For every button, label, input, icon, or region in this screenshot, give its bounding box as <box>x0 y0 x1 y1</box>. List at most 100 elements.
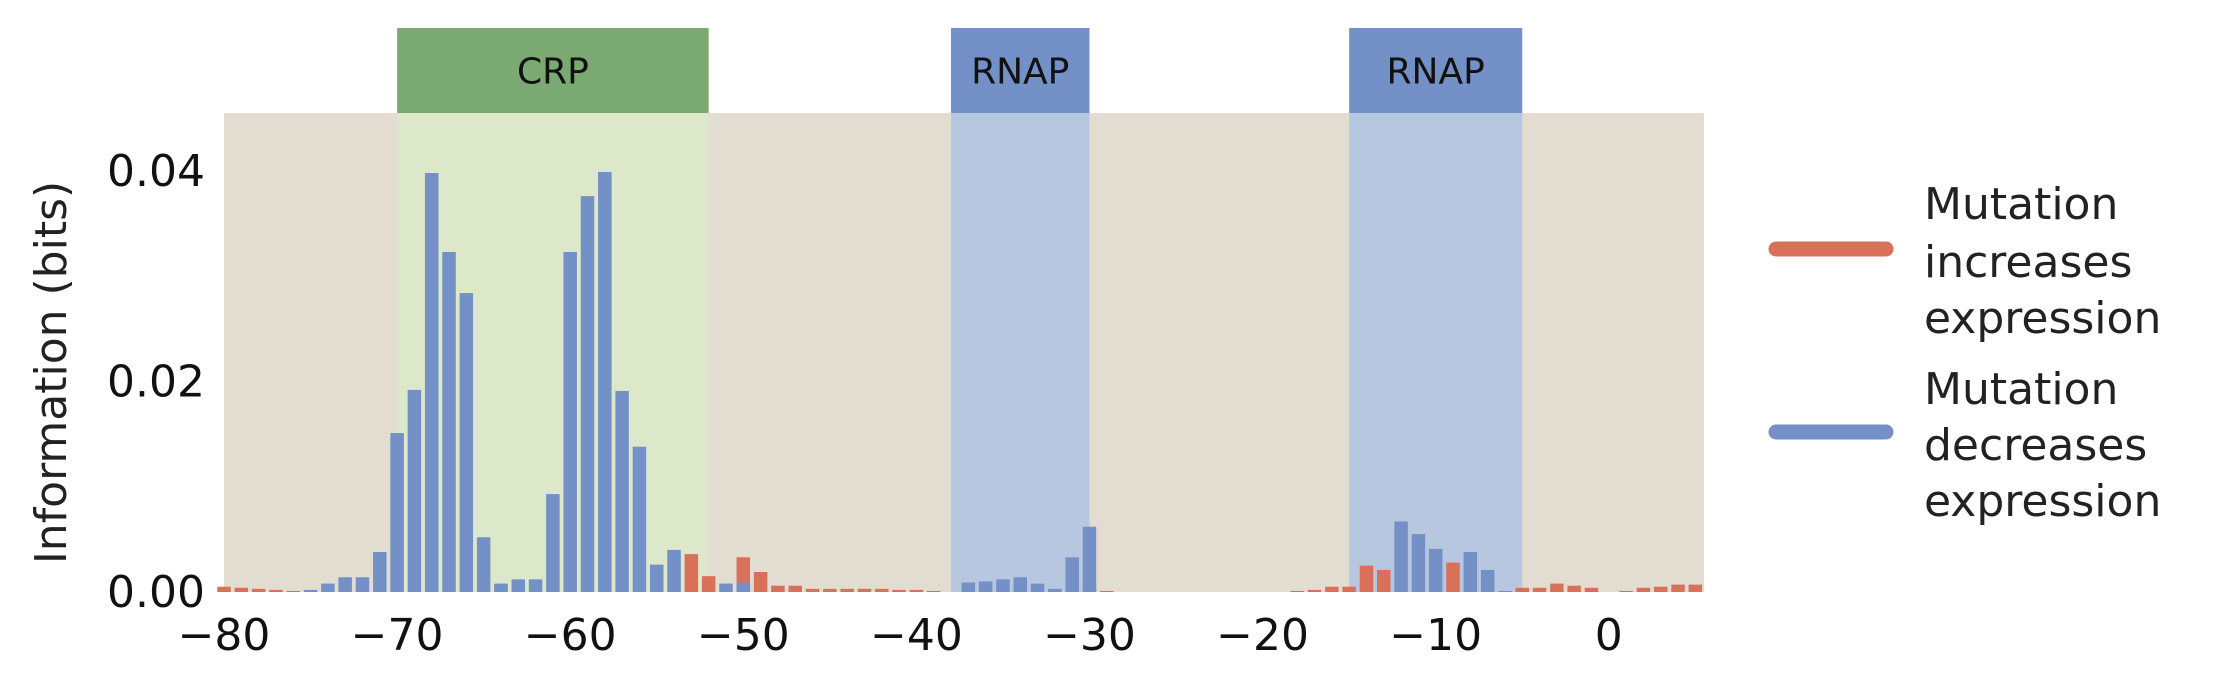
bar-decrease-m70 <box>390 433 404 592</box>
bar-increase-m16 <box>1325 586 1339 592</box>
bar-increase-m46 <box>805 588 820 592</box>
bar-increase-m41 <box>892 589 906 592</box>
bar-increase-m42 <box>875 588 889 592</box>
x-tick-label: 0 <box>1595 610 1623 661</box>
y-tick-label: 0.02 <box>107 356 205 407</box>
bar-decrease-m63 <box>511 579 526 592</box>
bar-increase-m1 <box>1584 587 1599 592</box>
bar-increase-m80 <box>217 586 231 592</box>
bar-increase-m4 <box>1532 587 1547 592</box>
legend-label-increase: Mutation <box>1924 179 2118 230</box>
bar-increase-m43 <box>857 588 872 592</box>
bar-decrease-m32 <box>1048 588 1062 592</box>
bar-increase-m15 <box>1342 586 1356 592</box>
legend-label-decrease: decreases <box>1924 420 2147 471</box>
bar-decrease-m11 <box>1411 534 1426 592</box>
region-label-rnap-2: RNAP <box>1387 52 1485 93</box>
bar-increase-m18 <box>1290 590 1304 592</box>
bar-increase-m9 <box>1446 562 1460 592</box>
bar-increase-m2 <box>1567 585 1581 592</box>
bar-decrease-m74 <box>321 583 335 592</box>
bar-decrease-m10 <box>1428 548 1443 592</box>
bar-decrease-m73 <box>338 577 352 592</box>
x-axis-ticks: −80 −70 −60 −50 −40 −30 −20 −10 0 <box>178 610 1623 661</box>
bar-decrease-m8 <box>1463 551 1478 592</box>
bar-decrease-m37 <box>961 582 976 592</box>
y-tick-label: 0.00 <box>107 567 205 618</box>
bar-decrease-m54 <box>667 549 681 592</box>
x-tick-label: −70 <box>351 610 444 661</box>
x-tick-label: −30 <box>1043 610 1136 661</box>
bar-increase-m14 <box>1359 565 1374 592</box>
bar-increase-m13 <box>1377 569 1391 592</box>
bar-increase-m77 <box>269 589 283 592</box>
bar-increase-2 <box>1636 587 1651 592</box>
bar-decrease-m75 <box>303 589 318 592</box>
bar-increase-m49 <box>753 571 768 592</box>
bar-decrease-m55 <box>649 564 664 592</box>
bar-decrease-m69 <box>407 389 422 592</box>
bar-decrease-m67 <box>442 251 456 592</box>
bar-decrease-m59 <box>580 196 595 592</box>
bar-increase-m48 <box>771 585 785 592</box>
bar-decrease-m31 <box>1065 557 1079 592</box>
region-label-crp-0: CRP <box>517 52 589 93</box>
region-shade-rnap-2 <box>1349 113 1523 592</box>
bar-decrease-m50 <box>736 582 751 592</box>
bar-decrease-m72 <box>355 577 370 592</box>
y-axis-ticks: 0.00 0.02 0.04 <box>107 146 205 618</box>
x-tick-label: −20 <box>1216 610 1309 661</box>
legend-label-increase: expression <box>1924 293 2161 344</box>
y-tick-label: 0.04 <box>107 146 205 197</box>
legend-label-increase: increases <box>1924 237 2132 288</box>
bar-increase-3 <box>1653 586 1668 592</box>
bar-decrease-m62 <box>528 579 543 592</box>
region-band-crp-0 <box>397 28 709 113</box>
region-label-rnap-1: RNAP <box>971 52 1069 93</box>
bar-increase-m29 <box>1100 590 1114 592</box>
x-tick-label: −10 <box>1389 610 1482 661</box>
region-band-rnap-1 <box>951 28 1090 113</box>
bar-decrease-m34 <box>1013 577 1028 592</box>
bar-increase-m78 <box>251 588 266 592</box>
bar-increase-m76 <box>286 590 300 592</box>
region-shade-rnap-1 <box>951 113 1090 592</box>
bar-increase-5 <box>1688 584 1703 592</box>
bar-decrease-m60 <box>563 251 577 592</box>
bar-decrease-m6 <box>1498 590 1512 592</box>
bar-decrease-m36 <box>978 581 993 592</box>
bar-decrease-m65 <box>476 537 491 592</box>
bar-increase-4 <box>1671 584 1685 592</box>
bar-decrease-m33 <box>1030 583 1045 592</box>
region-band-rnap-2 <box>1349 28 1523 113</box>
bar-decrease-m64 <box>494 583 508 592</box>
bar-increase-m39 <box>926 590 941 592</box>
legend: MutationincreasesexpressionMutationdecre… <box>1768 179 2161 527</box>
x-tick-label: −80 <box>178 610 271 661</box>
bar-decrease-m51 <box>719 583 733 592</box>
bar-increase-m44 <box>840 588 854 592</box>
bar-increase-m40 <box>909 589 924 592</box>
bar-decrease-m35 <box>996 579 1010 592</box>
bar-decrease-m58 <box>598 171 612 592</box>
bars-group <box>217 171 1703 592</box>
bar-decrease-m12 <box>1394 521 1408 592</box>
bar-decrease-m7 <box>1480 569 1495 592</box>
bar-increase-m3 <box>1550 583 1564 592</box>
x-tick-label: −40 <box>870 610 963 661</box>
bar-increase-m79 <box>234 587 249 592</box>
bar-decrease-m57 <box>615 390 629 592</box>
bar-decrease-m30 <box>1082 526 1097 592</box>
bar-increase-m53 <box>684 554 699 592</box>
binding-site-regions: CRP RNAP RNAP <box>397 28 1523 592</box>
legend-label-decrease: Mutation <box>1924 364 2118 415</box>
bar-increase-1 <box>1619 590 1633 592</box>
bar-increase-m5 <box>1515 587 1529 592</box>
bar-decrease-m56 <box>632 446 647 592</box>
bar-increase-m52 <box>701 576 716 592</box>
x-tick-label: −50 <box>697 610 790 661</box>
bar-decrease-m66 <box>459 293 474 592</box>
bar-decrease-m71 <box>373 551 387 592</box>
y-axis-title: Information (bits) <box>26 181 77 564</box>
